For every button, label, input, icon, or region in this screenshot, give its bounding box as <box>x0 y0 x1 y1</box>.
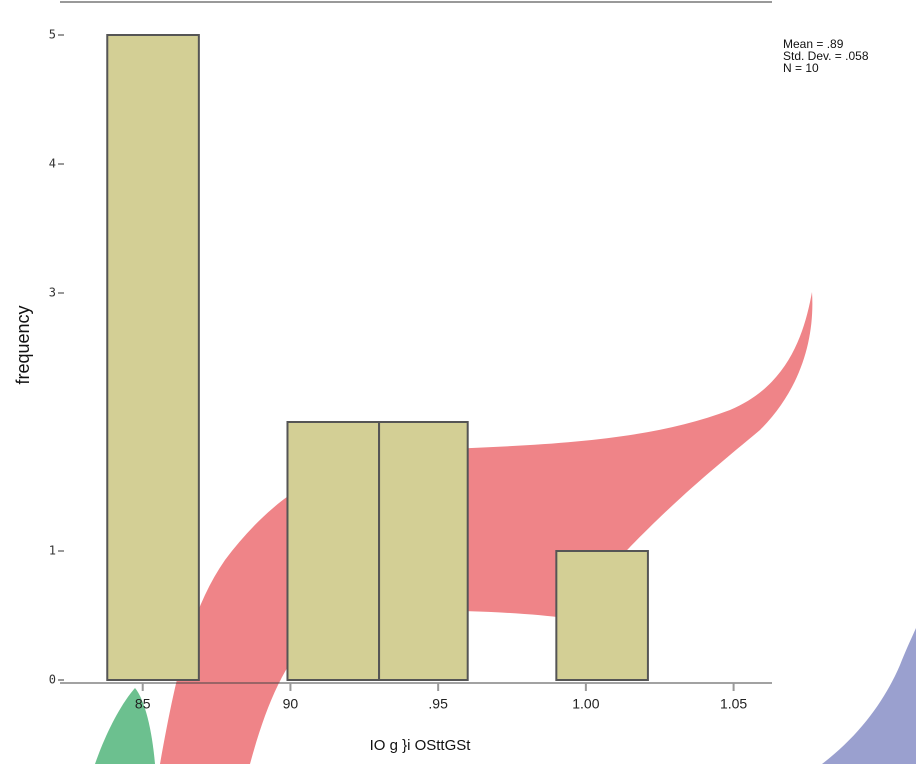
x-axis-label: IO g }i OSttGSt <box>370 737 472 754</box>
stats-line: N = 10 <box>783 61 819 75</box>
y-tick-label: 4 <box>49 157 56 171</box>
bar <box>286 421 381 681</box>
decorative-shape <box>822 628 916 764</box>
x-tick-label: 1.05 <box>720 696 747 712</box>
bar <box>106 34 200 681</box>
decorative-shape <box>95 688 155 764</box>
bar <box>378 421 469 681</box>
x-tick-label: .95 <box>428 696 448 712</box>
y-axis-label: frequency <box>13 305 33 384</box>
x-tick-label: 1.00 <box>572 696 599 712</box>
decorative-ribbon <box>160 292 813 764</box>
stats-line: Mean = .89 <box>783 37 844 51</box>
y-tick-label: 1 <box>49 544 56 558</box>
stats-line: Std. Dev. = .058 <box>783 49 869 63</box>
y-tick-label: 3 <box>49 286 56 300</box>
x-tick-label: 85 <box>135 696 151 712</box>
y-tick-label: 0 <box>49 673 56 687</box>
y-tick-label: 5 <box>49 28 56 42</box>
bar <box>555 550 649 681</box>
x-tick-label: 90 <box>283 696 299 712</box>
